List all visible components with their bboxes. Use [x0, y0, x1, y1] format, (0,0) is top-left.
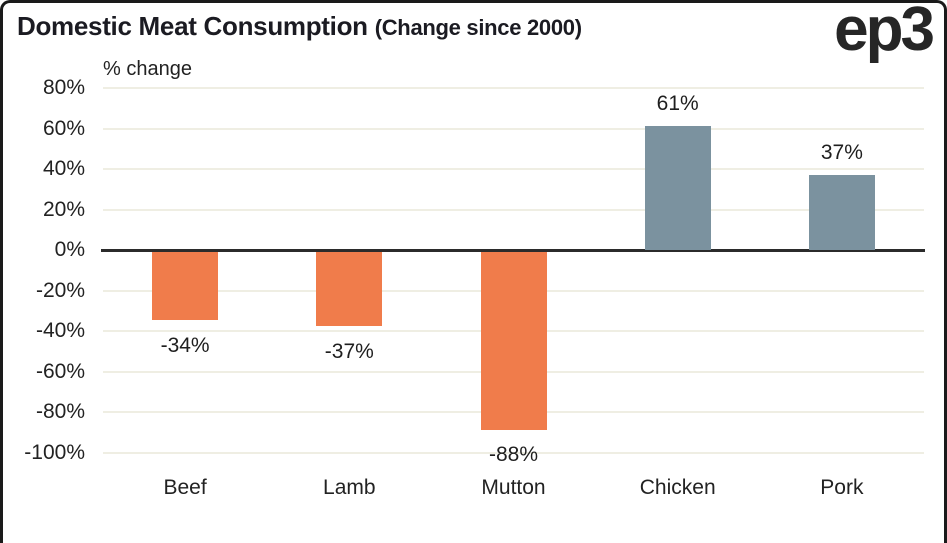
chart-subtitle: (Change since 2000) — [374, 15, 582, 40]
y-tick-label: 40% — [42, 157, 85, 180]
y-axis-title: % change — [103, 58, 192, 80]
category-label-chicken: Chicken — [639, 476, 716, 499]
y-tick-label: -60% — [35, 359, 85, 383]
zero-axis-line — [101, 248, 925, 252]
chart-title: Domestic Meat Consumption (Change since … — [17, 11, 582, 42]
value-label-beef: -34% — [160, 333, 210, 357]
value-label-lamb: -37% — [324, 339, 374, 363]
bar-beef — [152, 251, 219, 321]
y-tick-label: -100% — [24, 440, 85, 464]
gridline — [103, 127, 924, 130]
category-label-beef: Beef — [163, 476, 207, 499]
category-label-pork: Pork — [820, 476, 864, 499]
gridline — [103, 87, 924, 89]
brand-logo: ep3 — [834, 0, 935, 64]
category-label-lamb: Lamb — [323, 476, 376, 499]
y-tick-label: 80% — [42, 76, 85, 99]
bar-lamb — [316, 251, 383, 327]
gridline — [103, 451, 924, 454]
chart-title-main: Domestic Meat Consumption — [17, 11, 368, 41]
value-label-chicken: 61% — [656, 92, 699, 116]
y-tick-label: 0% — [54, 238, 85, 261]
value-label-pork: 37% — [820, 141, 863, 165]
y-tick-label: -20% — [35, 278, 85, 302]
bar-chicken — [644, 126, 711, 250]
gridline — [103, 208, 924, 211]
bar-mutton — [480, 251, 547, 430]
bar-pork — [808, 175, 875, 250]
category-label-mutton: Mutton — [481, 476, 546, 499]
y-tick-label: -80% — [35, 400, 85, 423]
y-tick-label: 20% — [42, 197, 85, 221]
value-label-mutton: -88% — [488, 443, 539, 467]
y-tick-label: 60% — [42, 116, 85, 140]
y-tick-label: -40% — [35, 319, 85, 342]
gridline — [103, 168, 924, 170]
